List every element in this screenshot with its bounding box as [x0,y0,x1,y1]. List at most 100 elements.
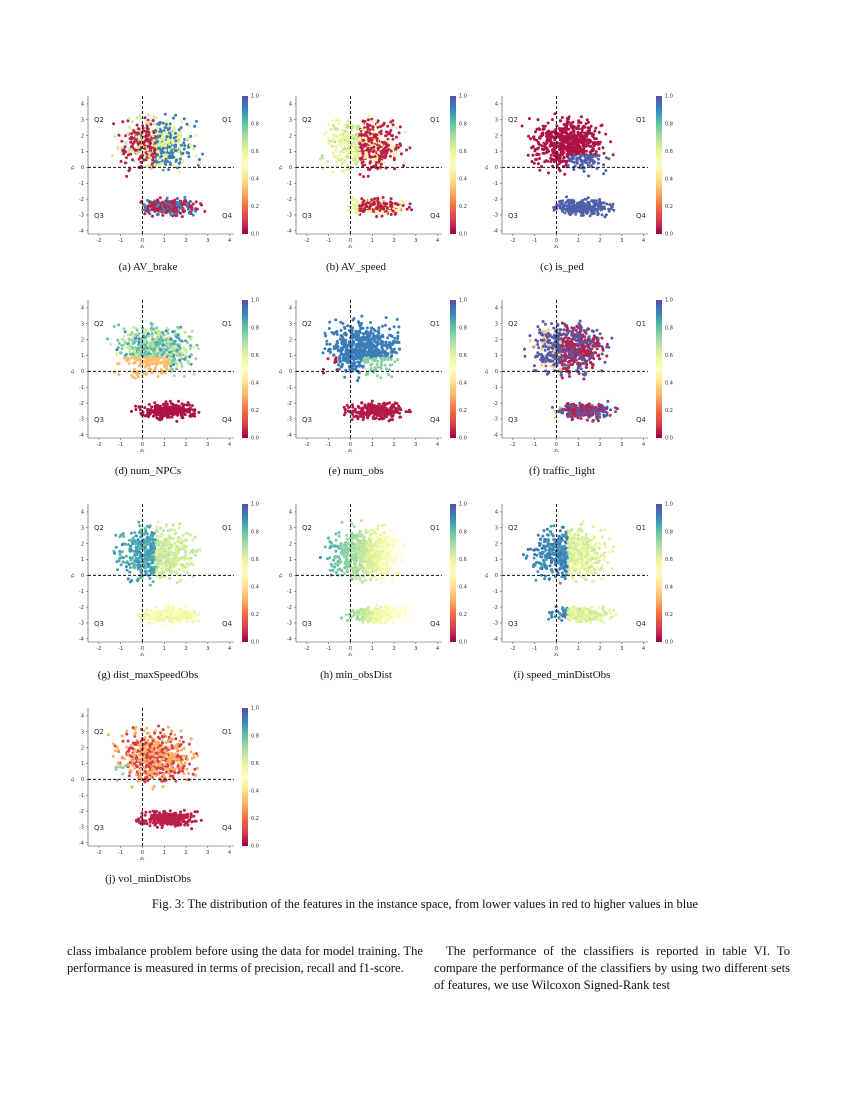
scatter-point [594,154,598,158]
scatter-point [116,147,120,151]
scatter-point [168,138,171,142]
scatter-point [173,409,177,413]
scatter-point [558,156,562,160]
scatter-point [398,125,402,129]
scatter-point [562,155,566,159]
scatter-point [377,417,381,421]
scatter-point [529,137,533,141]
scatter-point [345,403,349,407]
scatter-point [356,211,360,215]
scatter-point [156,140,160,144]
quadrant-label-q2: Q2 [94,116,104,124]
scatter-point [144,207,147,211]
scatter-point [612,208,616,212]
scatter-point [599,208,603,212]
scatter-point [182,345,185,349]
scatter-point [380,143,384,147]
scatter-point [550,144,554,148]
scatter-point [388,412,392,416]
scatter-point [399,152,403,156]
scatter-point [178,349,182,353]
scatter-point [119,159,123,163]
scatter-point [565,117,569,120]
scatter-point [381,196,385,199]
scatter-point [327,122,331,126]
y-tick-label: -4 [287,433,292,439]
scatter-point [169,163,172,167]
x-axis-label: z₁ [140,244,145,250]
quadrant-label-q4: Q4 [636,212,647,220]
scatter-point [174,113,178,117]
scatter-point [135,135,139,139]
scatter-point [387,373,391,376]
scatter-point [173,144,177,148]
scatter-point [185,151,189,154]
scatter-point [171,209,175,213]
scatter-point [334,159,338,163]
x-tick-label: 4 [228,442,231,448]
x-tick-label: 3 [414,238,417,244]
scatter-point [133,356,137,360]
scatter-point [594,199,598,203]
scatter-point [538,135,542,139]
x-tick-label: 1 [577,238,580,244]
scatter-point [130,132,134,135]
y-tick-label: -3 [287,417,292,423]
scatter-point [361,139,365,142]
scatter-point [578,137,582,141]
y-tick-label: -1 [287,385,292,391]
scatter-point [381,412,385,416]
scatter-point [365,332,369,336]
scatter-point [325,342,329,346]
scatter-point [582,166,586,170]
scatter-point [128,333,132,337]
scatter-point [360,149,364,153]
scatter-point [321,371,325,375]
scatter-point [143,365,147,369]
scatter-point [170,415,174,419]
scatter-point [541,144,544,148]
scatter-point [571,207,575,211]
scatter-point [361,160,365,164]
scatter-point [394,408,398,412]
scatter-point [174,403,178,407]
scatter-point [378,127,382,131]
scatter-point [555,150,559,154]
scatter-point [152,115,156,119]
scatter-point [572,202,576,206]
scatter-point [397,131,401,135]
scatter-point [150,204,154,208]
scatter-point [198,161,202,165]
scatter-point [130,135,134,139]
scatter-point [144,158,148,162]
scatter-point [117,341,121,345]
scatter-point [133,131,137,135]
scatter-point [336,363,340,367]
scatter-point [131,342,135,346]
scatter-point [399,415,403,419]
scatter-point [124,156,128,160]
scatter-point [331,151,335,155]
scatter-point [134,336,138,340]
scatter-point [543,124,547,128]
scatter-point [366,416,370,420]
scatter-point [165,120,168,124]
scatter-point [355,155,359,159]
scatter-point [190,207,194,211]
scatter-point [179,157,182,161]
scatter-point [135,370,139,374]
scatter-point [129,356,133,360]
scatter-point [191,345,195,349]
scatter-points [106,321,201,423]
scatter-point [384,210,388,214]
scatter-point [594,150,598,154]
scatter-point [357,406,361,410]
scatter-point [581,211,585,215]
scatter-point [178,356,182,360]
scatter-point [543,160,547,164]
scatter-point [602,172,606,176]
quadrant-label-q3: Q3 [508,212,518,220]
scatter-point [374,407,378,411]
scatter-point [334,330,338,334]
scatter-point [567,138,571,142]
